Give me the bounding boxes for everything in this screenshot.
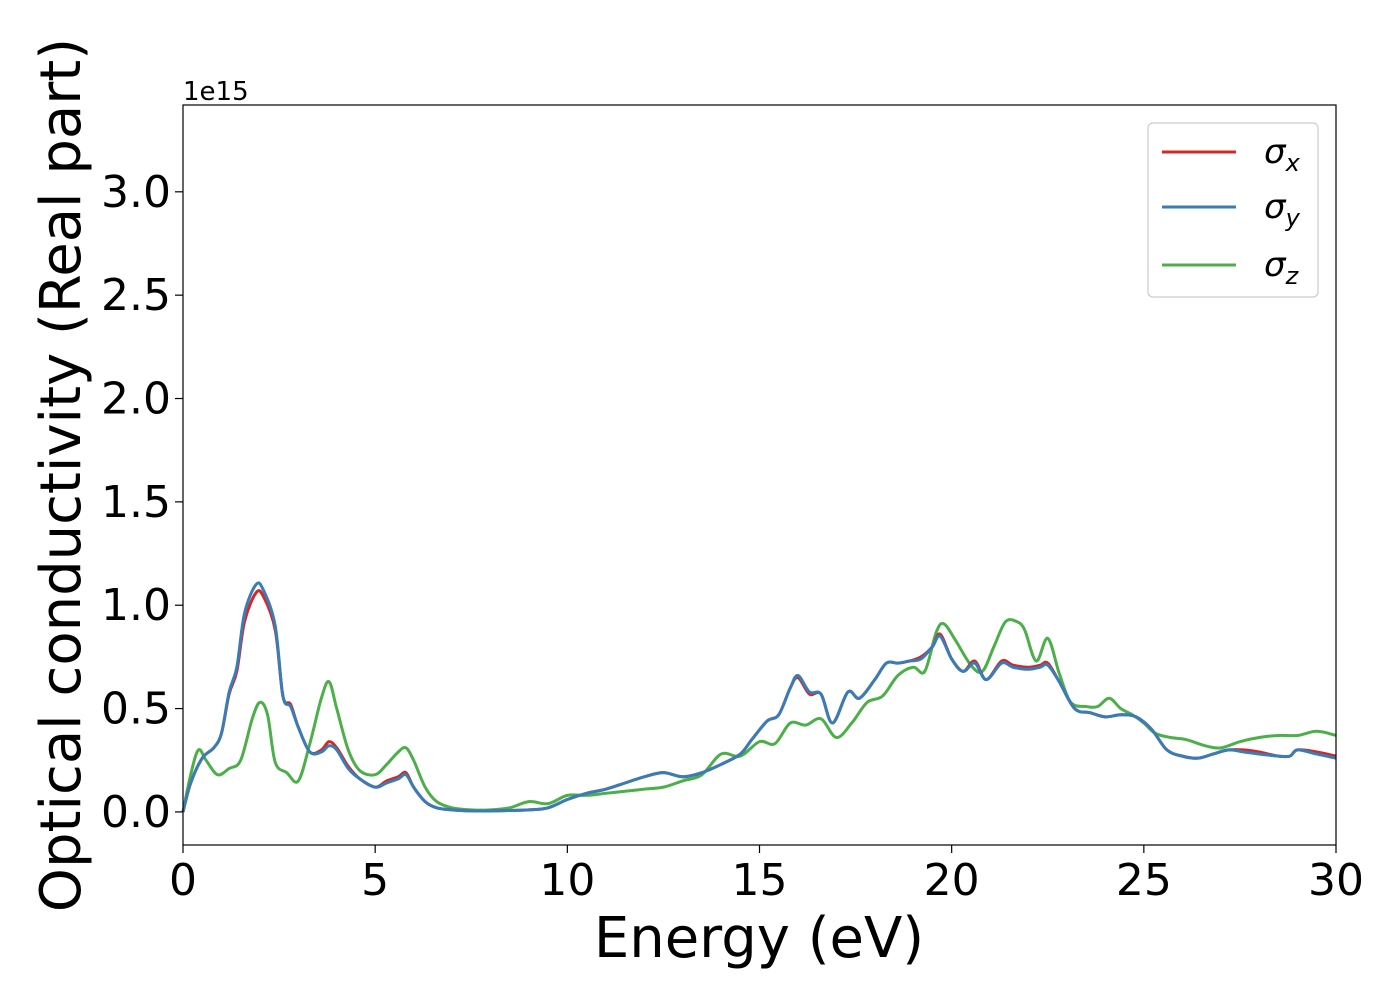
y-axis-ticks: 0.0 0.5 1.0 1.5 2.0 2.5 3.0	[101, 167, 183, 838]
x-tick-label: 0	[169, 855, 197, 906]
series-line-z	[181, 618, 1337, 813]
y-tick-label: 0.5	[101, 684, 171, 735]
y-tick-label: 2.5	[101, 270, 171, 321]
x-tick-label: 10	[539, 855, 595, 906]
legend-box	[1147, 122, 1319, 298]
y-tick-label: 2.0	[101, 374, 171, 425]
x-axis-ticks: 0 5 10 15 20 25 30	[169, 845, 1364, 906]
x-tick-label: 20	[924, 855, 980, 906]
x-tick-label: 5	[361, 855, 389, 906]
legend-label-y: σy	[1264, 187, 1301, 232]
y-tick-label: 3.0	[101, 167, 171, 218]
y-axis-label: Optical conductivity (Real part)	[29, 38, 94, 912]
y-offset-label: 1e15	[183, 77, 249, 107]
x-tick-label: 15	[732, 855, 788, 906]
x-tick-label: 25	[1116, 855, 1172, 906]
series-layer	[181, 581, 1337, 813]
legend-label-x: σx	[1264, 132, 1301, 177]
series-line-y	[181, 581, 1337, 813]
legend: σx σy σz	[1147, 122, 1319, 298]
y-tick-label: 0.0	[101, 787, 171, 838]
legend-label-z: σz	[1264, 245, 1300, 290]
x-axis-label: Energy (eV)	[594, 906, 924, 971]
y-tick-label: 1.0	[101, 580, 171, 631]
x-tick-label: 30	[1308, 855, 1364, 906]
y-tick-label: 1.5	[101, 477, 171, 528]
